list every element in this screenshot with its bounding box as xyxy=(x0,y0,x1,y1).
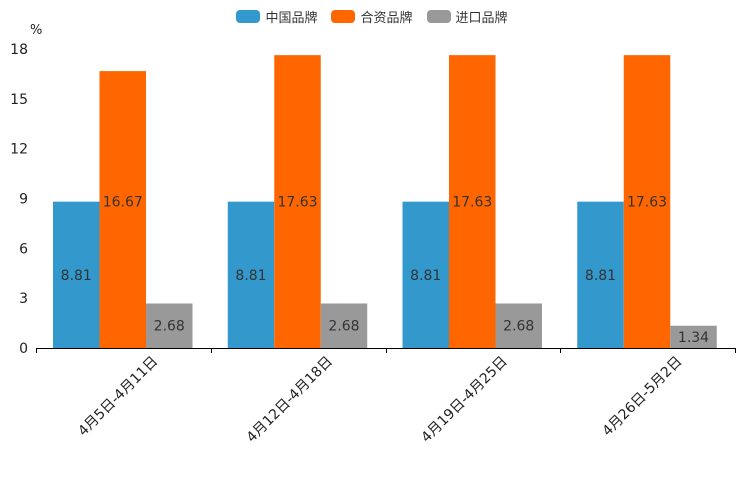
legend-label-china: 中国品牌 xyxy=(265,10,318,26)
y-tick-label: 6 xyxy=(19,241,28,257)
bar-data-label: 8.81 xyxy=(61,268,92,284)
bar[interactable] xyxy=(320,303,368,348)
bar[interactable] xyxy=(623,55,671,348)
legend-item-imported-brand[interactable]: 进口品牌 xyxy=(426,6,508,26)
bar-data-label: 17.63 xyxy=(452,195,492,211)
y-tick-label: 9 xyxy=(19,192,28,208)
bar-data-label: 1.34 xyxy=(678,330,709,346)
bar[interactable] xyxy=(227,201,275,348)
y-axis-unit: % xyxy=(30,23,42,38)
bar[interactable] xyxy=(274,55,321,348)
bar[interactable] xyxy=(670,325,717,348)
bar[interactable] xyxy=(99,71,147,349)
bar-data-label: 2.68 xyxy=(154,319,185,335)
legend-swatch-imported xyxy=(426,9,451,23)
bar-data-label: 8.81 xyxy=(410,268,441,284)
bar-data-label: 8.81 xyxy=(585,268,616,284)
legend-item-china-brand[interactable]: 中国品牌 xyxy=(236,6,317,26)
bar[interactable] xyxy=(53,201,100,348)
y-tick-label: 18 xyxy=(10,42,28,58)
bar[interactable] xyxy=(577,201,624,348)
bar-data-label: 8.81 xyxy=(235,268,266,284)
y-tick-label: 3 xyxy=(19,291,28,307)
legend-label-joint-venture: 合资品牌 xyxy=(360,10,413,26)
legend-swatch-china xyxy=(236,9,261,23)
bar[interactable] xyxy=(402,201,450,348)
y-tick-label: 12 xyxy=(10,142,28,158)
y-tick-label: 15 xyxy=(10,92,28,108)
bar[interactable] xyxy=(449,55,496,348)
x-category-label: 4月19日-4月25日 xyxy=(418,354,510,446)
y-tick-label: 0 xyxy=(19,341,28,357)
legend-item-joint-venture-brand[interactable]: 合资品牌 xyxy=(331,6,413,26)
bar-data-label: 16.67 xyxy=(103,195,143,211)
x-category-label: 4月12日-4月18日 xyxy=(244,354,336,446)
legend-label-imported: 进口品牌 xyxy=(455,10,508,26)
x-category-label: 4月5日-4月11日 xyxy=(75,354,161,440)
bar-data-label: 2.68 xyxy=(503,319,534,335)
legend: 中国品牌 合资品牌 进口品牌 xyxy=(0,6,744,26)
bar-data-label: 17.63 xyxy=(277,195,317,211)
bar-data-label: 17.63 xyxy=(627,195,667,211)
bars: 8.81 16.67 2.68 8.81 17.63 2.68 8.81 17.63 2.68 8… xyxy=(53,55,717,349)
bar[interactable] xyxy=(146,303,193,348)
x-axis: 4月5日-4月11日 4月12日-4月18日 4月19日-4月25日 4月26日-5月… xyxy=(36,348,736,446)
bar[interactable] xyxy=(495,303,543,348)
x-category-label: 4月26日-5月2日 xyxy=(599,354,685,440)
legend-swatch-joint-venture xyxy=(331,9,356,23)
y-axis: 0 3 6 9 12 15 18 xyxy=(10,42,28,357)
bar-data-label: 2.68 xyxy=(328,319,359,335)
